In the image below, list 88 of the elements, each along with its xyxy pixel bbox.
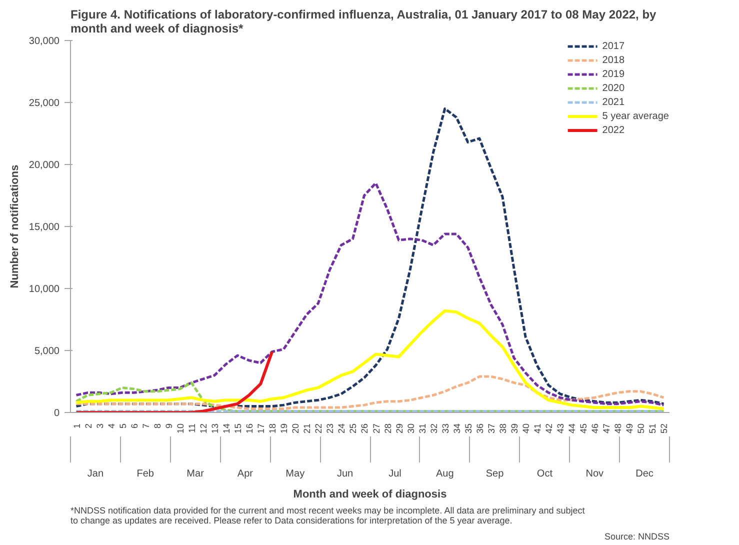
x-tick-label: 28 [382, 423, 393, 434]
x-tick-label: 9 [164, 423, 174, 429]
line-series [75, 182, 665, 406]
y-tick-label: 5,000 [34, 346, 60, 357]
y-axis-title: Number of notifications [8, 164, 21, 288]
x-tick-label: 37 [486, 423, 496, 434]
text: Oct [536, 468, 553, 480]
x-tick-label: 48 [613, 423, 624, 434]
x-tick-label: 35 [463, 423, 474, 434]
legend-label: 2017 [602, 40, 625, 52]
x-tick-label: 31 [417, 423, 428, 434]
chart-title: Figure 4. Notifications of laboratory-confirmed influenza, Australia, 01 January 2017 to 08 May 2022, by month and week of diagnosis* [70, 8, 657, 36]
x-tick-label: 39 [509, 423, 520, 434]
x-tick-label: 17 [256, 423, 266, 434]
text: Apr [237, 468, 254, 480]
x-tick-label: 50 [636, 423, 646, 434]
x-tick-label: 10 [175, 423, 186, 434]
x-tick-label: 40 [521, 423, 532, 434]
x-tick-label: 5 [118, 423, 128, 429]
x-tick-label: 52 [659, 423, 670, 434]
x-tick-label: 2 [83, 423, 94, 429]
x-tick-label: 24 [336, 423, 347, 434]
text: Jul [388, 468, 402, 480]
line-series [75, 381, 665, 412]
x-tick-label: 43 [556, 423, 566, 434]
text: Feb [136, 468, 154, 480]
x-tick-label: 27 [371, 423, 382, 434]
text: Sep [486, 468, 504, 480]
text: May [286, 468, 305, 480]
x-tick-label: 7 [140, 423, 151, 429]
x-tick-label: 23 [325, 423, 336, 434]
x-tick-label: 46 [590, 423, 600, 434]
x-tick-label: 32 [428, 423, 439, 434]
x-tick-label: 18 [268, 423, 278, 434]
legend-label: 2020 [602, 82, 625, 94]
line-series [74, 309, 666, 410]
text: *NNDSS notification data provided for the current and most recent weeks may be incomplete. All data are preliminary and subject to change as updates are received. Please refer to Data considerations for interpretation of the 5 year average. [70, 506, 586, 526]
x-tick-label: 21 [302, 423, 312, 434]
x-tick-label: 49 [624, 423, 635, 434]
y-tick-label: 0 [54, 408, 60, 419]
x-tick-label: 15 [233, 423, 244, 434]
x-tick-label: 13 [210, 423, 220, 434]
text: Jan [87, 468, 104, 480]
legend-label: 2022 [602, 124, 625, 136]
legend-label: 2018 [602, 54, 625, 66]
x-tick-label: 22 [314, 423, 324, 434]
line-series [74, 350, 274, 412]
legend-label: 2019 [602, 68, 625, 80]
y-tick-label: 15,000 [28, 222, 60, 233]
x-tick-label: 4 [106, 423, 116, 429]
x-tick-label: 3 [94, 423, 105, 429]
x-tick-label: 11 [186, 424, 197, 433]
x-tick-label: 25 [348, 423, 358, 434]
x-tick-label: 41 [532, 423, 543, 434]
x-tick-label: 44 [567, 423, 578, 434]
legend-label: 2021 [602, 96, 625, 108]
legend-label: 5 year average [602, 110, 669, 122]
x-tick-label: 20 [290, 423, 301, 434]
x-tick-label: 26 [360, 423, 370, 434]
text: Mar [186, 468, 205, 480]
text: Jun [336, 468, 354, 480]
x-tick-label: 42 [544, 423, 554, 434]
x-axis-title: Month and week of diagnosis [293, 488, 447, 500]
x-tick-label: 45 [578, 423, 589, 434]
text: Aug [436, 468, 454, 480]
y-tick-label: 30,000 [28, 36, 60, 47]
line-series [75, 375, 665, 410]
x-tick-label: 34 [452, 423, 462, 434]
x-tick-label: 14 [222, 423, 232, 434]
x-tick-label: 36 [474, 423, 485, 434]
x-tick-label: 6 [129, 423, 140, 429]
text: Nov [586, 468, 604, 480]
x-tick-label: 1 [72, 423, 82, 429]
y-tick-label: 20,000 [28, 160, 60, 171]
x-tick-label: 19 [279, 423, 290, 434]
x-tick-label: 8 [152, 423, 162, 429]
x-tick-label: 30 [406, 423, 416, 434]
x-tick-label: 29 [394, 423, 404, 434]
x-tick-label: 51 [648, 423, 658, 434]
x-tick-label: 38 [498, 423, 508, 434]
x-tick-label: 47 [602, 423, 612, 434]
x-tick-label: 12 [198, 423, 208, 434]
x-tick-label: 33 [440, 423, 450, 434]
text: Dec [636, 468, 654, 480]
y-tick-label: 10,000 [28, 284, 60, 295]
x-tick-label: 16 [244, 423, 255, 434]
y-tick-label: 25,000 [28, 98, 60, 109]
source-note: Source: NNDSS [604, 532, 670, 542]
